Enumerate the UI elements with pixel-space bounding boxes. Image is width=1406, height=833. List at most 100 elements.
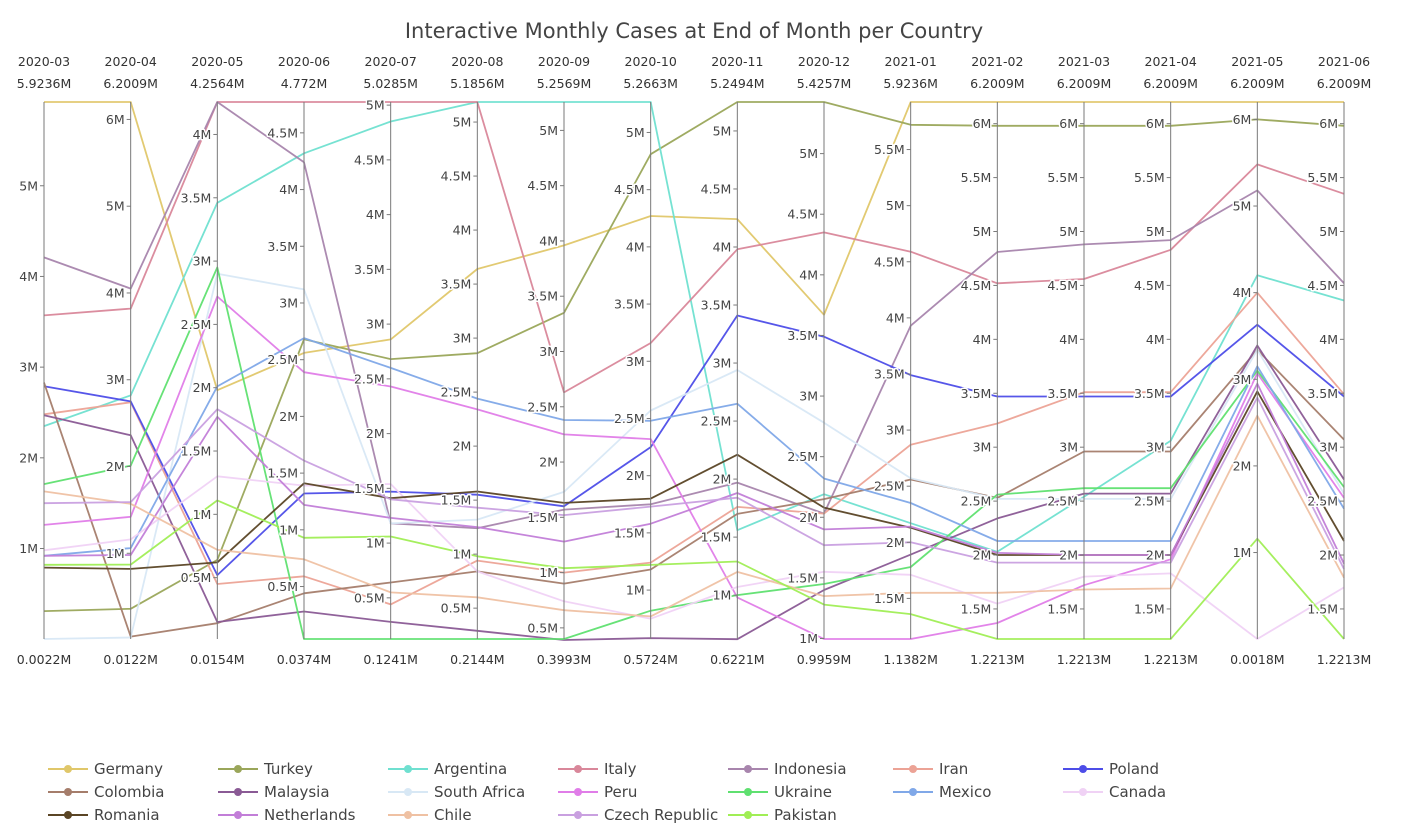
series-line-peru[interactable]: [43, 295, 1345, 640]
legend-item-turkey[interactable]: Turkey: [218, 758, 313, 780]
legend-item-colombia[interactable]: Colombia: [48, 781, 165, 803]
legend-item-italy[interactable]: Italy: [558, 758, 637, 780]
tick-label: 4M: [539, 233, 558, 248]
series-line-colombia[interactable]: [43, 348, 1345, 638]
tick-label: 4M: [19, 269, 38, 284]
tick-label: 1.5M: [874, 591, 905, 606]
axis-range-min: 0.1241M: [363, 652, 418, 667]
axis-range-max: 5.2569M: [537, 76, 592, 91]
axis-name: 2020-11: [711, 54, 763, 69]
axis-2020-09[interactable]: 2020-09 5.2569M 0.3993M 0.5M 1M 1.5M 2M 2.5M 3M 3…: [526, 54, 592, 667]
tick-label: 3M: [193, 254, 212, 269]
tick-label: 3M: [1059, 440, 1078, 455]
axis-2020-12[interactable]: 2020-12 5.4257M 0.9959M 1M 1.5M 2M 2.5M 3M 3.5M 4…: [786, 54, 851, 667]
legend-label: Peru: [604, 783, 638, 801]
tick-label: 1M: [539, 565, 558, 580]
legend-label: Turkey: [264, 760, 313, 778]
series-line-pakistan[interactable]: [43, 499, 1345, 640]
tick-label: 3M: [886, 423, 905, 438]
tick-label: 3.5M: [961, 386, 992, 401]
series-line-italy[interactable]: [43, 101, 1345, 394]
series-line-chile[interactable]: [43, 414, 1345, 618]
series-line-malaysia[interactable]: [43, 344, 1345, 641]
series-line-iran[interactable]: [43, 291, 1345, 606]
legend-label: Malaysia: [264, 783, 330, 801]
series-line-poland[interactable]: [43, 314, 1345, 576]
legend-item-peru[interactable]: Peru: [558, 781, 637, 803]
legend-item-netherlands[interactable]: Netherlands: [218, 804, 355, 826]
legend-item-argentina[interactable]: Argentina: [388, 758, 507, 780]
axis-2020-08[interactable]: 2020-08 5.1856M 0.2144M 0.5M 1M 1.5M 2M 2.5M 3M 3…: [439, 54, 505, 667]
tick-label: 3.5M: [1047, 386, 1078, 401]
axis-range-max: 6.2009M: [1230, 76, 1285, 91]
tick-label: 2.5M: [614, 411, 645, 426]
axis-2020-11[interactable]: 2020-11 5.2494M 0.6221M 1M 1.5M 2M 2.5M 3M 3.5M 4…: [699, 54, 765, 667]
legend-item-malaysia[interactable]: Malaysia: [218, 781, 330, 803]
axes-layer: 2020-03 5.9236M 0.0022M 1M 2M 3M 4M 5M 2020-04 6.…: [17, 54, 1372, 667]
tick-label: 2M: [1146, 548, 1165, 563]
axis-2021-01[interactable]: 2021-01 5.9236M 1.1382M 1.5M 2M 2.5M 3M 3.5M 4M 4…: [872, 54, 938, 667]
tick-label: 1.5M: [787, 570, 818, 585]
series-line-germany[interactable]: [44, 101, 1344, 392]
legend-item-germany[interactable]: Germany: [48, 758, 163, 780]
tick-label: 6M: [973, 116, 992, 131]
legend-swatch: [388, 808, 428, 822]
legend-item-south-africa[interactable]: South Africa: [388, 781, 525, 803]
legend-item-ukraine[interactable]: Ukraine: [728, 781, 832, 803]
axis-2021-06[interactable]: 2021-06 6.2009M 1.2213M 1.5M 2M 2.5M 3M 3.5M 4M 4…: [1306, 54, 1371, 667]
axis-name: 2020-05: [191, 54, 243, 69]
tick-label: 1.5M: [1047, 601, 1078, 616]
series-line-canada[interactable]: [43, 475, 1345, 640]
tick-label: 1M: [19, 541, 38, 556]
axis-2020-06[interactable]: 2020-06 4.772M 0.0374M 0.5M 1M 1.5M 2M 2.5M 3M 3.…: [266, 54, 331, 667]
tick-label: 2.5M: [267, 352, 298, 367]
axis-2021-03[interactable]: 2021-03 6.2009M 1.2213M 1.5M 2M 2.5M 3M 3.5M 4M 4…: [1046, 54, 1111, 667]
axis-2020-04[interactable]: 2020-04 6.2009M 0.0122M 1M 2M 3M 4M 5M 6M: [103, 54, 158, 667]
tick-label: 0.5M: [441, 601, 472, 616]
legend-label: Poland: [1109, 760, 1160, 778]
axis-name: 2020-09: [538, 54, 590, 69]
tick-label: 4.5M: [1047, 278, 1078, 293]
tick-label: 4M: [366, 207, 385, 222]
legend-swatch: [388, 762, 428, 776]
axis-2021-02[interactable]: 2021-02 6.2009M 1.2213M 1.5M 2M 2.5M 3M 3.5M 4M 4…: [959, 54, 1025, 667]
axis-2021-05[interactable]: 2021-05 6.2009M 0.0018M 1M 2M 3M 4M 5M 6M: [1230, 54, 1285, 667]
series-line-mexico[interactable]: [43, 337, 1345, 557]
series-line-czech-republic[interactable]: [43, 396, 1345, 570]
legend-item-mexico[interactable]: Mexico: [893, 781, 991, 803]
tick-label: 4M: [453, 223, 472, 238]
tick-label: 4M: [626, 239, 645, 254]
tick-label: 2M: [1233, 458, 1252, 473]
axis-2021-04[interactable]: 2021-04 6.2009M 1.2213M 1.5M 2M 2.5M 3M 3.5M 4M 4…: [1132, 54, 1198, 667]
legend-item-indonesia[interactable]: Indonesia: [728, 758, 847, 780]
axis-2020-03[interactable]: 2020-03 5.9236M 0.0022M 1M 2M 3M 4M 5M: [17, 54, 72, 667]
tick-label: 0.5M: [354, 590, 385, 605]
legend-label: Colombia: [94, 783, 165, 801]
tick-label: 3M: [713, 356, 732, 371]
axis-2020-10[interactable]: 2020-10 5.2663M 0.5724M 1M 1.5M 2M 2.5M 3M 3.5M 4…: [612, 54, 678, 667]
axis-range-max: 5.0285M: [363, 76, 418, 91]
axis-range-max: 5.9236M: [17, 76, 72, 91]
axis-range-max: 4.2564M: [190, 76, 245, 91]
legend-item-pakistan[interactable]: Pakistan: [728, 804, 837, 826]
series-line-netherlands[interactable]: [43, 382, 1345, 565]
axis-2020-07[interactable]: 2020-07 5.0285M 0.1241M 0.5M 1M 1.5M 2M 2.5M 3M 3…: [352, 54, 418, 667]
legend-item-czech-republic[interactable]: Czech Republic: [558, 804, 718, 826]
series-line-indonesia[interactable]: [43, 101, 1345, 530]
tick-label: 5M: [453, 115, 472, 130]
tick-label: 4M: [799, 267, 818, 282]
legend-item-chile[interactable]: Chile: [388, 804, 472, 826]
legend-label: Netherlands: [264, 806, 356, 824]
series-line-south-africa[interactable]: [43, 272, 1345, 640]
legend-item-iran[interactable]: Iran: [893, 758, 968, 780]
legend-swatch: [558, 762, 598, 776]
axis-2020-05[interactable]: 2020-05 4.2564M 0.0154M 0.5M 1M 1.5M 2M 2.5M 3M 3…: [179, 54, 245, 667]
tick-label: 1.5M: [614, 525, 645, 540]
tick-label: 2M: [19, 450, 38, 465]
tick-label: 5M: [886, 198, 905, 213]
series-line-argentina[interactable]: [43, 101, 1345, 553]
legend-item-romania[interactable]: Romania: [48, 804, 160, 826]
legend-item-poland[interactable]: Poland: [1063, 758, 1159, 780]
legend-item-canada[interactable]: Canada: [1063, 781, 1166, 803]
tick-label: 4M: [973, 332, 992, 347]
